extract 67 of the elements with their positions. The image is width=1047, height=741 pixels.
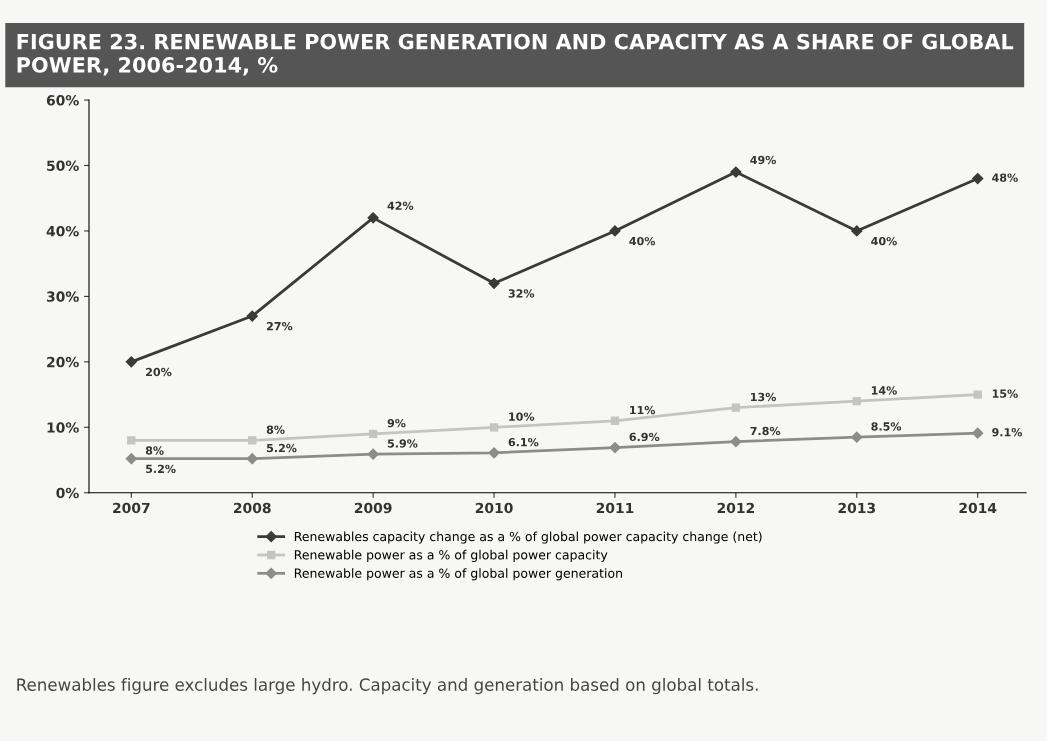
point [609, 441, 621, 454]
point [248, 436, 257, 445]
data-label: 10% [509, 412, 535, 421]
data-label: 8% [145, 446, 164, 455]
y-tick-label: 10% [47, 422, 79, 433]
point [125, 453, 137, 465]
data-label: 49% [750, 155, 776, 165]
y-tick-label: 30% [46, 291, 79, 302]
data-label: 5.9% [387, 439, 418, 448]
point [852, 396, 861, 406]
chart-title: FIGURE 23. RENEWABLE POWER GENERATION AND CAPACITY AS A SHARE OF GLOBAL POWER, 2006-2014, % [17, 33, 1014, 76]
data-label: 5.2% [266, 443, 297, 453]
x-tick-label: 2014 [959, 502, 997, 514]
point [851, 225, 863, 237]
data-label: 8% [266, 425, 285, 434]
y-tick-label: 20% [47, 356, 79, 368]
data-label: 40% [629, 236, 656, 246]
point [972, 427, 984, 439]
data-label: 8.5% [871, 422, 902, 431]
point [731, 403, 741, 412]
data-label: 13% [751, 392, 776, 402]
data-label: 11% [630, 405, 656, 415]
point [489, 423, 499, 432]
point [488, 447, 500, 459]
point [246, 310, 258, 322]
point [367, 448, 379, 460]
point [610, 416, 620, 425]
data-label: 6.1% [508, 437, 539, 447]
data-label: 42% [387, 201, 414, 210]
data-label: 5.2% [146, 464, 176, 474]
legend-label: Renewables capacity change as a % of global power capacity change (net) [294, 531, 762, 544]
data-label: 48% [992, 173, 1018, 182]
y-tick-label: 40% [46, 225, 79, 237]
point [367, 212, 379, 224]
x-tick-label: 2011 [596, 502, 634, 514]
y-tick-label: 60% [46, 95, 79, 106]
data-label: 9% [387, 418, 406, 428]
data-label: 40% [871, 236, 897, 246]
data-label: 15% [992, 389, 1018, 398]
y-tick-label: 50% [47, 160, 79, 171]
data-label: 7.8% [750, 426, 781, 436]
x-tick-label: 2008 [234, 502, 271, 514]
x-tick-label: 2012 [717, 502, 754, 514]
point [730, 166, 742, 178]
point [851, 431, 863, 443]
x-tick-label: 2007 [113, 502, 150, 514]
x-tick-label: 2009 [354, 502, 392, 514]
legend-label: Renewable power as a % of global power generation [294, 568, 622, 581]
data-label: 9.1% [992, 428, 1023, 437]
text: Renewables figure excludes large hydro. Capacity and generation based on global totals. [17, 678, 758, 695]
data-label: 27% [266, 321, 293, 331]
point [125, 356, 137, 368]
data-label: 6.9% [629, 432, 660, 442]
point [127, 436, 136, 445]
point [368, 429, 378, 439]
data-label: 32% [508, 289, 535, 298]
x-tick-label: 2010 [475, 502, 513, 514]
data-label: 20% [146, 367, 172, 377]
data-label: 14% [871, 386, 897, 395]
x-tick-label: 2013 [838, 502, 876, 514]
point [730, 436, 742, 448]
point [973, 390, 982, 399]
y-tick-label: 0% [56, 487, 79, 499]
point [972, 172, 984, 185]
point [488, 277, 500, 289]
legend-label: Renewable power as a % of global power capacity [294, 549, 608, 562]
point [246, 453, 258, 465]
